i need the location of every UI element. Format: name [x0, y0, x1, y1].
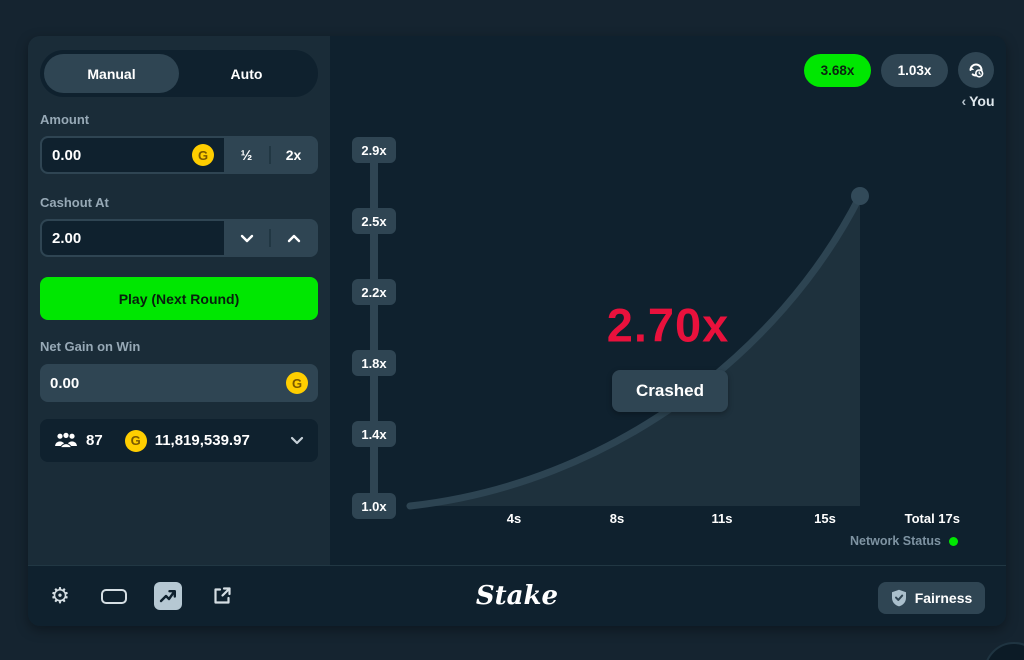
chevron-up-icon [287, 234, 300, 242]
play-button[interactable]: Play (Next Round) [40, 277, 318, 320]
support-chat-button[interactable] [984, 642, 1024, 660]
amount-input[interactable]: 0.00 G [42, 138, 224, 172]
y-axis-bar [370, 150, 378, 510]
y-tick-label: 1.4x [352, 421, 396, 447]
tab-auto[interactable]: Auto [230, 65, 263, 82]
fairness-label: Fairness [914, 590, 973, 606]
network-status: Network Status [850, 534, 958, 548]
history-badge[interactable]: 3.68x [804, 53, 871, 87]
game-footer: ⚙ Stake [28, 565, 1006, 626]
stake-logo: Stake [475, 581, 559, 611]
bet-controls-sidebar: Manual Auto Amount 0.00 G ½ 2x Cashout A… [28, 36, 330, 565]
y-tick-label: 2.9x [352, 137, 396, 163]
amount-value: 0.00 [52, 146, 82, 164]
amount-modifiers: ½ 2x [224, 138, 316, 172]
crashed-tooltip: Crashed [612, 370, 728, 412]
footer-icons: ⚙ [28, 582, 236, 610]
double-bet-button[interactable]: 2x [285, 147, 302, 163]
divider [269, 146, 271, 164]
x-tick-label: 4s [506, 511, 522, 526]
mode-tabs: Manual Auto [40, 50, 318, 97]
cashout-input-group: 2.00 [40, 219, 318, 257]
chevron-down-icon [290, 436, 304, 445]
live-stats-button[interactable] [208, 582, 236, 610]
chevron-left-icon: ‹ [961, 93, 967, 109]
gear-icon: ⚙ [50, 583, 70, 608]
curve-fill [410, 196, 860, 506]
fairness-button[interactable]: Fairness [878, 582, 985, 614]
external-stats-icon [214, 587, 231, 604]
crash-game-area: 2.9x 2.5x 2.2x 1.8x 1.4x 1.0x 4s 8s 11s … [330, 36, 1006, 565]
y-tick-label: 1.0x [352, 493, 396, 519]
players-icon [55, 432, 77, 449]
network-status-dot [949, 536, 958, 546]
net-gain-input: 0.00 G [40, 364, 318, 402]
history-badge[interactable]: 1.03x [881, 53, 948, 87]
half-bet-button[interactable]: ½ [240, 147, 253, 163]
network-status-label: Network Status [850, 534, 941, 548]
y-tick-label: 2.5x [352, 208, 396, 234]
tab-manual[interactable]: Manual [44, 54, 179, 93]
y-tick-label: 2.2x [352, 279, 396, 305]
increase-cashout-button[interactable] [271, 221, 316, 255]
crash-multiplier: 2.70x [606, 298, 730, 352]
divider [269, 229, 271, 247]
players-pool-bar[interactable]: 87 G 11,819,539.97 [40, 419, 318, 462]
shield-check-icon [891, 589, 906, 607]
total-time-label: Total 17s [904, 511, 960, 526]
x-tick-label: 8s [609, 511, 625, 526]
cashout-steppers [224, 221, 316, 255]
players-count: 87 [86, 432, 103, 449]
pool-amount: 11,819,539.97 [154, 432, 250, 449]
settings-button[interactable]: ⚙ [46, 582, 74, 610]
gold-coin-icon: G [286, 372, 308, 394]
cashout-label: Cashout At [40, 195, 109, 210]
gold-coin-icon: G [124, 429, 147, 452]
amount-input-group: 0.00 G ½ 2x [40, 136, 318, 174]
net-gain-value: 0.00 [50, 374, 80, 392]
history-rotate-icon [969, 63, 984, 78]
chevron-down-icon [240, 234, 253, 242]
y-tick-label: 1.8x [352, 350, 396, 376]
hotkeys-button[interactable] [100, 582, 128, 610]
game-window: 2.9x 2.5x 2.2x 1.8x 1.4x 1.0x 4s 8s 11s … [28, 36, 1006, 626]
hotkeys-icon [101, 588, 127, 604]
trend-arrow-icon [159, 590, 176, 603]
you-indicator[interactable]: ‹ You [961, 93, 995, 109]
amount-label: Amount [40, 112, 90, 127]
net-gain-label: Net Gain on Win [40, 339, 141, 354]
history-badges: 3.68x 1.03x [804, 52, 994, 88]
gold-coin-icon: G [192, 144, 214, 166]
stats-toggle-button[interactable] [154, 582, 182, 610]
cashout-value: 2.00 [52, 229, 82, 247]
x-tick-label: 11s [711, 511, 733, 526]
cashout-input[interactable]: 2.00 [42, 221, 224, 255]
history-button[interactable] [958, 52, 994, 88]
x-tick-label: 15s [814, 511, 836, 526]
curve-endpoint-dot [851, 187, 869, 205]
decrease-cashout-button[interactable] [224, 221, 269, 255]
